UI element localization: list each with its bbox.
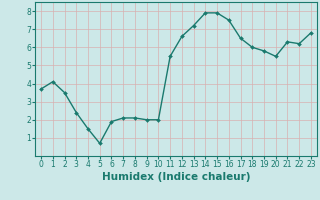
X-axis label: Humidex (Indice chaleur): Humidex (Indice chaleur) <box>102 172 250 182</box>
